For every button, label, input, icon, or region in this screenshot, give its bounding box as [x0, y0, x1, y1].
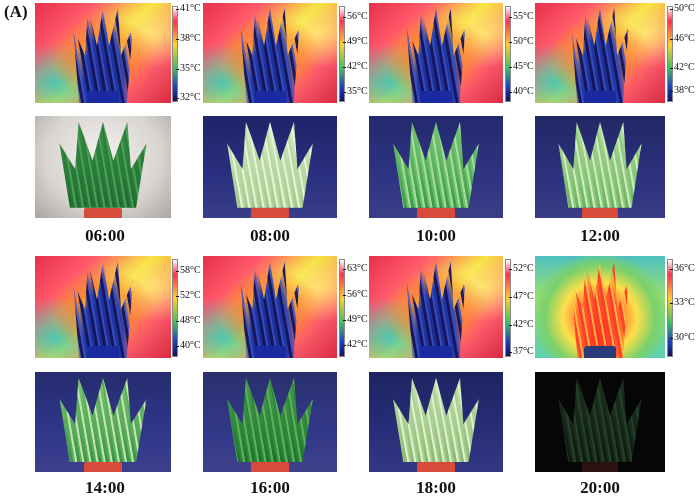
temperature-scale-bar: [172, 6, 178, 102]
thermal-image-0600: [35, 3, 171, 103]
scale-tick: 35°C: [176, 63, 201, 74]
plant-photo-2000: [535, 372, 665, 472]
scale-tick: 33°C: [670, 297, 695, 308]
pot-silhouette: [584, 91, 616, 103]
time-label: 10:00: [416, 226, 456, 245]
scale-tick: 30°C: [670, 332, 695, 343]
pot: [417, 462, 455, 472]
scale-tick: 41°C: [176, 3, 201, 14]
pot-silhouette: [253, 345, 287, 358]
scale-tick: 58°C: [176, 265, 201, 276]
plant-photo-1000: [369, 116, 503, 218]
plant: [558, 122, 642, 208]
thermal-image-1000: [369, 3, 503, 103]
scale-tick: 42°C: [509, 319, 534, 330]
plant-photo-0800: [203, 116, 337, 218]
scale-tick: 49°C: [343, 36, 368, 47]
plant-photo-0600: [35, 116, 171, 218]
time-label: 16:00: [250, 478, 290, 497]
pot-silhouette: [253, 91, 287, 103]
thermal-image-1400: [35, 256, 171, 358]
time-label: 08:00: [250, 226, 290, 245]
plant-silhouette: [240, 8, 300, 103]
plant: [59, 378, 147, 462]
plant-photo-1400: [35, 372, 171, 472]
scale-tick: 35°C: [343, 86, 368, 97]
pot-silhouette: [584, 345, 616, 358]
scale-tick: 52°C: [176, 290, 201, 301]
scale-tick: 36°C: [670, 263, 695, 274]
plant-silhouette: [571, 261, 629, 358]
plant-photo-1800: [369, 372, 503, 472]
scale-tick: 42°C: [670, 62, 695, 73]
scale-tick: 40°C: [509, 86, 534, 97]
plant: [393, 122, 479, 208]
scale-tick: 50°C: [670, 3, 695, 14]
scale-tick: 42°C: [343, 61, 368, 72]
scale-tick: 56°C: [343, 11, 368, 22]
scale-tick: 49°C: [343, 314, 368, 325]
plant: [558, 378, 642, 462]
plant-silhouette: [406, 8, 466, 103]
plant: [227, 378, 313, 462]
thermal-image-2000: [535, 256, 665, 358]
pot: [581, 462, 619, 472]
scale-tick: 38°C: [670, 85, 695, 96]
plant-silhouette: [240, 261, 300, 358]
scale-tick: 40°C: [176, 340, 201, 351]
plant: [227, 122, 313, 208]
scale-tick: 48°C: [176, 315, 201, 326]
thermal-image-1200: [535, 3, 665, 103]
pot: [581, 207, 619, 218]
thermal-image-1600: [203, 256, 337, 358]
scale-tick: 63°C: [343, 263, 368, 274]
plant-silhouette: [571, 8, 629, 103]
temperature-scale-bar: [172, 259, 178, 357]
scale-tick: 47°C: [509, 291, 534, 302]
plant-silhouette: [73, 8, 133, 103]
pot: [83, 462, 123, 472]
pot-silhouette: [419, 91, 453, 103]
scale-tick: 45°C: [509, 61, 534, 72]
scale-tick: 50°C: [509, 36, 534, 47]
scale-tick: 52°C: [509, 263, 534, 274]
scale-tick: 42°C: [343, 339, 368, 350]
time-label: 06:00: [85, 226, 125, 245]
scale-tick: 32°C: [176, 92, 201, 103]
plant: [393, 378, 479, 462]
pot: [83, 207, 123, 218]
time-label: 12:00: [580, 226, 620, 245]
pot: [417, 207, 455, 218]
plant-silhouette: [73, 261, 133, 358]
scale-tick: 56°C: [343, 289, 368, 300]
thermal-image-0800: [203, 3, 337, 103]
plant-photo-1200: [535, 116, 665, 218]
pot-silhouette: [86, 91, 120, 103]
scale-tick: 46°C: [670, 33, 695, 44]
pot: [251, 462, 289, 472]
time-label: 14:00: [85, 478, 125, 497]
scale-tick: 55°C: [509, 11, 534, 22]
temperature-scale-bar: [505, 259, 511, 357]
temperature-scale-bar: [667, 259, 673, 357]
scale-tick: 37°C: [509, 346, 534, 357]
temperature-scale-bar: [667, 6, 673, 102]
panel-label: (A): [4, 2, 28, 21]
plant-photo-1600: [203, 372, 337, 472]
pot-silhouette: [86, 345, 120, 358]
thermal-image-1800: [369, 256, 503, 358]
temperature-scale-bar: [339, 259, 345, 357]
pot-silhouette: [419, 345, 453, 358]
temperature-scale-bar: [505, 6, 511, 102]
scale-tick: 38°C: [176, 33, 201, 44]
time-label: 20:00: [580, 478, 620, 497]
plant: [59, 122, 147, 208]
pot: [251, 207, 289, 218]
temperature-scale-bar: [339, 6, 345, 102]
plant-silhouette: [406, 261, 466, 358]
time-label: 18:00: [416, 478, 456, 497]
